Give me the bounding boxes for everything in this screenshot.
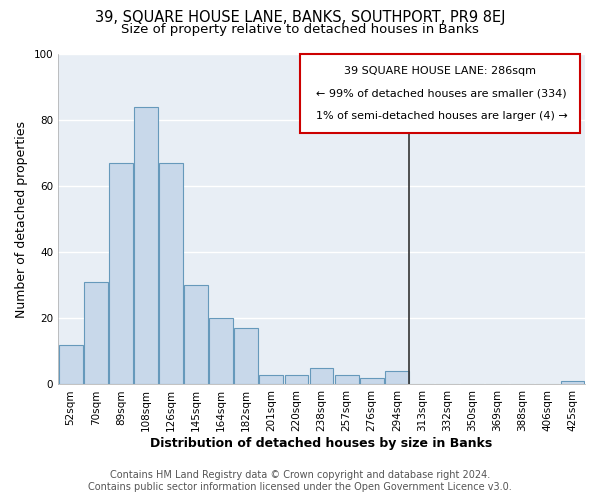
Y-axis label: Number of detached properties: Number of detached properties (15, 120, 28, 318)
Bar (560, 381, 584, 384)
Bar (385, 371, 409, 384)
Bar (235, 328, 258, 384)
Text: ← 99% of detached houses are smaller (334): ← 99% of detached houses are smaller (33… (316, 88, 567, 98)
Text: 1% of semi-detached houses are larger (4) →: 1% of semi-detached houses are larger (4… (316, 110, 568, 120)
Bar (209, 318, 233, 384)
Bar (184, 286, 208, 384)
Bar (259, 374, 283, 384)
X-axis label: Distribution of detached houses by size in Banks: Distribution of detached houses by size … (151, 437, 493, 450)
Bar (59, 345, 83, 385)
Bar (310, 368, 334, 384)
Bar (335, 374, 359, 384)
Text: 39, SQUARE HOUSE LANE, BANKS, SOUTHPORT, PR9 8EJ: 39, SQUARE HOUSE LANE, BANKS, SOUTHPORT,… (95, 10, 505, 25)
Bar (284, 374, 308, 384)
Text: 39 SQUARE HOUSE LANE: 286sqm: 39 SQUARE HOUSE LANE: 286sqm (344, 66, 536, 76)
Text: Contains public sector information licensed under the Open Government Licence v3: Contains public sector information licen… (88, 482, 512, 492)
Bar (84, 282, 107, 384)
Text: Size of property relative to detached houses in Banks: Size of property relative to detached ho… (121, 22, 479, 36)
Text: Contains HM Land Registry data © Crown copyright and database right 2024.: Contains HM Land Registry data © Crown c… (110, 470, 490, 480)
FancyBboxPatch shape (301, 54, 580, 134)
Bar (360, 378, 383, 384)
Bar (159, 163, 183, 384)
Bar (109, 163, 133, 384)
Bar (134, 107, 158, 384)
